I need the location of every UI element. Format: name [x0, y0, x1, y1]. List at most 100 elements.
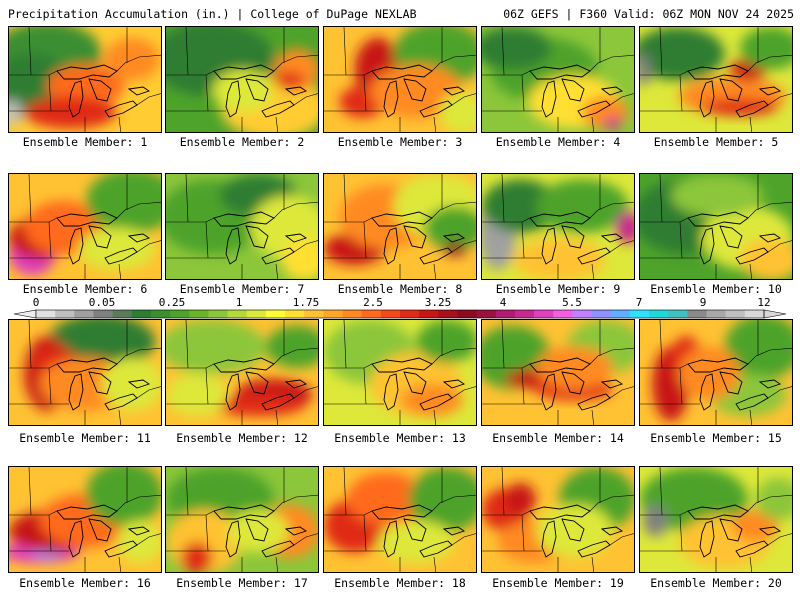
lake-outline [213, 357, 275, 373]
state-border [433, 263, 437, 279]
ensemble-member-label: Ensemble Member: 12 [176, 431, 308, 445]
state-border [28, 174, 32, 223]
precip-area [640, 53, 651, 86]
state-border [116, 54, 161, 72]
state-border [433, 116, 437, 132]
scale-swatch [457, 310, 478, 318]
state-border [591, 409, 595, 425]
ensemble-member-label: Ensemble Member: 16 [19, 576, 151, 590]
state-border [205, 367, 209, 405]
state-border [747, 201, 792, 219]
lake-outline [600, 526, 624, 536]
state-border [451, 533, 476, 546]
lake-outline [225, 373, 241, 411]
ensemble-panel [639, 319, 793, 426]
ensemble-panel [323, 466, 477, 573]
lake-outline [68, 520, 84, 558]
lake-outline [719, 518, 743, 542]
state-border [501, 467, 505, 516]
lake-outline [577, 247, 611, 265]
state-border [679, 514, 683, 552]
state-border [205, 74, 209, 112]
lake-outline [758, 379, 782, 389]
lake-outline [541, 520, 557, 558]
precip-area [740, 238, 792, 279]
scale-swatch [572, 310, 593, 318]
scale-swatch [342, 310, 363, 318]
lake-outline [213, 504, 275, 520]
lake-outline [261, 100, 295, 118]
lake-outline [68, 373, 84, 411]
lake-outline [758, 526, 782, 536]
state-border [451, 386, 476, 399]
scale-swatch [687, 310, 708, 318]
ensemble-panel [8, 319, 162, 426]
precip-area [670, 174, 764, 217]
state-border [118, 116, 122, 132]
state-border [431, 494, 476, 512]
lake-outline [403, 518, 427, 542]
scale-swatch [285, 310, 305, 318]
scale-swatch [208, 310, 229, 318]
lake-outline [719, 225, 743, 249]
precip-area [166, 373, 228, 417]
scale-label: 9 [700, 296, 707, 309]
lake-outline [699, 520, 715, 558]
state-border [116, 347, 161, 365]
lake-outline [419, 540, 453, 558]
precip-area [273, 71, 305, 90]
lake-outline [225, 520, 241, 558]
ensemble-panel [481, 466, 635, 573]
scale-label: 0 [33, 296, 40, 309]
precip-area [512, 238, 606, 279]
scale-swatch [514, 310, 535, 318]
precip-map [166, 27, 318, 132]
precip-area [401, 384, 463, 417]
precip-map [9, 320, 161, 425]
scale-swatch [246, 310, 267, 318]
state-border [273, 54, 318, 72]
scale-swatch [553, 310, 573, 318]
lake-outline [371, 504, 433, 520]
state-border [118, 556, 122, 572]
scale-swatch [131, 310, 152, 318]
precip-area [408, 467, 476, 532]
lake-outline [529, 64, 591, 80]
state-border [136, 93, 161, 106]
state-border [136, 533, 161, 546]
state-border [451, 240, 476, 253]
lake-outline [88, 225, 112, 249]
precip-area [643, 504, 668, 537]
precip-map [166, 320, 318, 425]
state-border [343, 27, 347, 76]
state-border [501, 27, 505, 76]
precip-area [78, 227, 156, 271]
state-border [136, 240, 161, 253]
lake-outline [687, 64, 749, 80]
state-border [185, 174, 189, 223]
lake-outline [419, 247, 453, 265]
color-scale: 0 0.05 0.25 1 1.75 2.5 3.25 4 5.5 7 9 12 [6, 296, 794, 322]
state-border [28, 467, 32, 516]
lake-outline [56, 64, 118, 80]
ensemble-member-label: Ensemble Member: 10 [650, 282, 782, 296]
scale-label: 12 [757, 296, 770, 309]
ensemble-member-label: Ensemble Member: 17 [176, 576, 308, 590]
state-border [747, 347, 792, 365]
lake-outline [383, 520, 399, 558]
lake-outline [600, 233, 624, 243]
precip-map [324, 174, 476, 279]
state-border [747, 54, 792, 72]
lake-outline [261, 393, 295, 411]
state-border [48, 367, 52, 405]
lake-outline [442, 86, 466, 96]
lake-outline [56, 357, 118, 373]
lake-outline [403, 225, 427, 249]
scale-label: 4 [500, 296, 507, 309]
precip-map [166, 467, 318, 572]
state-border [116, 494, 161, 512]
ensemble-member-label: Ensemble Member: 6 [22, 282, 148, 296]
precip-area [227, 509, 290, 553]
lake-outline [225, 80, 241, 118]
state-border [749, 409, 753, 425]
